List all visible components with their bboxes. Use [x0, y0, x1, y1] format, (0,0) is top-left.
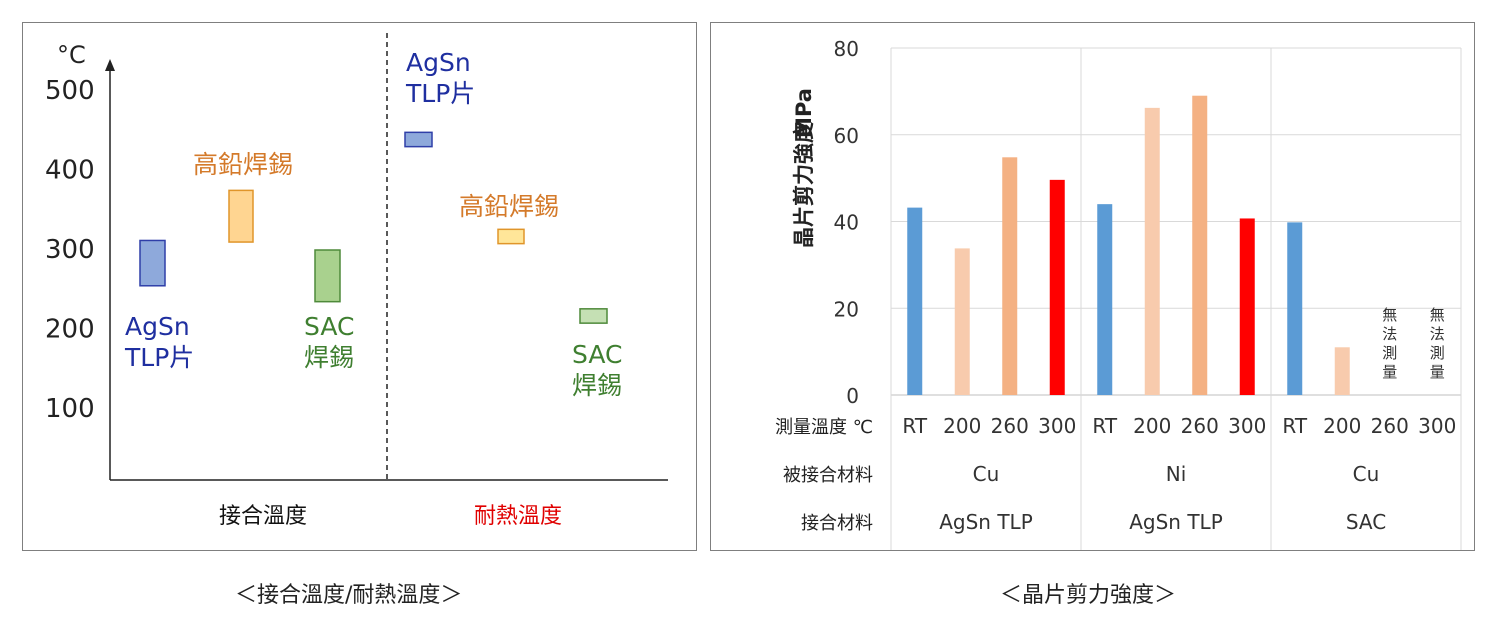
x-category-label: 260 [1181, 414, 1219, 438]
range-annotation: SAC [304, 312, 354, 341]
table-row-label: 接合材料 [801, 513, 873, 534]
no-data-label-char: 測 [1382, 344, 1397, 362]
y-axis-unit: MPa [792, 88, 816, 138]
range-annotation: AgSn [125, 312, 190, 341]
no-data-label-char: 測 [1430, 344, 1445, 362]
y-tick-label: 500 [45, 76, 95, 106]
y-axis-title: 晶片剪力強度 [792, 122, 816, 248]
y-tick-label: 40 [834, 211, 859, 235]
temperature-range-bar [404, 131, 433, 148]
temperature-range-bar [579, 308, 608, 324]
substrate-label: Ni [1166, 462, 1187, 486]
no-data-label-char: 法 [1430, 325, 1445, 343]
range-annotation: TLP片 [124, 343, 194, 372]
no-data-label-char: 法 [1382, 325, 1397, 343]
material-label: SAC [1346, 510, 1386, 534]
shear-strength-bar [1144, 107, 1160, 396]
x-category-label: 260 [1371, 414, 1409, 438]
x-category-label: RT [1282, 414, 1307, 438]
y-tick-label: 20 [834, 297, 859, 321]
y-tick-label: 100 [45, 394, 95, 424]
material-label: AgSn TLP [1129, 510, 1223, 534]
material-label: AgSn TLP [939, 510, 1033, 534]
temperature-range-bar [497, 228, 525, 245]
temperature-chart-panel: °C 100 200 300 400 500 接合溫度 耐熱溫度 AgSn TLP片 高鉛焊錫 SAC… [22, 22, 697, 551]
x-category-label: 300 [1228, 414, 1266, 438]
y-tick-label: 60 [834, 124, 859, 148]
temperature-range-bar [139, 239, 166, 287]
x-category-label: RT [902, 414, 927, 438]
substrate-label: Cu [1353, 462, 1380, 486]
no-data-label-char: 無 [1382, 306, 1397, 324]
shear-strength-bar [1239, 218, 1255, 395]
range-annotation: SAC [572, 340, 622, 369]
temperature-range-bar [314, 249, 341, 303]
range-annotation: 高鉛焊錫 [193, 150, 293, 179]
shear-strength-bar [1097, 204, 1113, 395]
shear-strength-bar [1192, 95, 1208, 396]
y-axis-arrow [105, 59, 115, 71]
temperature-range-bar [228, 189, 254, 243]
right-caption: ＜晶片剪力強度＞ [1000, 583, 1177, 608]
range-annotation: 焊錫 [304, 343, 354, 372]
range-annotation: 焊錫 [572, 371, 622, 400]
range-annotation: TLP片 [405, 79, 475, 108]
y-tick-label: 400 [45, 156, 95, 186]
substrate-label: Cu [973, 462, 1000, 486]
range-annotation: AgSn [406, 48, 471, 77]
shear-strength-bar [1287, 222, 1303, 395]
y-tick-label: 200 [45, 315, 95, 345]
section-label: 耐熱溫度 [474, 504, 562, 529]
shear-strength-bar [954, 248, 970, 395]
shear-strength-bar [907, 207, 923, 395]
range-annotation: 高鉛焊錫 [459, 192, 559, 221]
shear-strength-chart-panel: 0 20 40 60 80 晶片剪力強度 MPa 測量溫度 ℃ 被接合材料接合材料 RT 200 26… [710, 22, 1475, 551]
shear-strength-bar [1049, 179, 1065, 395]
table-row-label: 測量溫度 ℃ [775, 417, 873, 438]
shear-strength-bar [1002, 157, 1018, 395]
x-category-label: 200 [1133, 414, 1171, 438]
no-data-label-char: 無 [1430, 306, 1445, 324]
x-category-label: 300 [1418, 414, 1456, 438]
left-caption: ＜接合溫度/耐熱溫度＞ [235, 583, 463, 608]
section-label: 接合溫度 [219, 504, 307, 529]
y-tick-label: 80 [834, 37, 859, 61]
x-category-label: 260 [991, 414, 1029, 438]
y-tick-label: 300 [45, 235, 95, 265]
table-row-label: 被接合材料 [783, 465, 873, 486]
x-category-label: RT [1092, 414, 1117, 438]
x-category-label: 200 [943, 414, 981, 438]
x-category-label: 300 [1038, 414, 1076, 438]
shear-strength-bar [1334, 347, 1350, 395]
no-data-label-char: 量 [1430, 363, 1445, 381]
no-data-label-char: 量 [1382, 363, 1397, 381]
x-category-label: 200 [1323, 414, 1361, 438]
y-unit-label: °C [57, 41, 86, 69]
y-tick-label: 0 [846, 384, 859, 408]
